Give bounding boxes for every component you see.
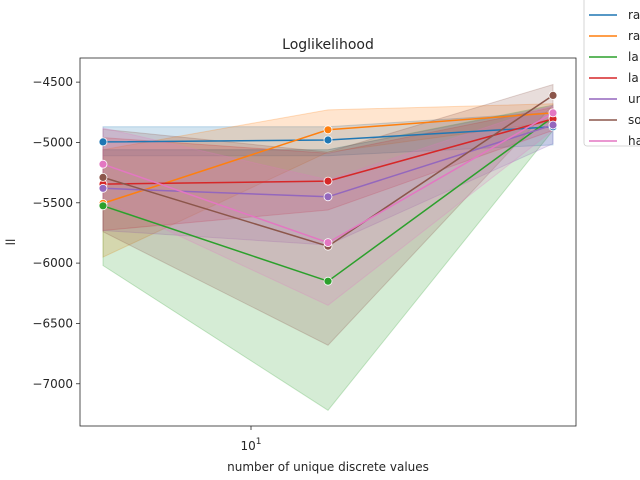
data-point-5-1 bbox=[98, 183, 108, 193]
data-point-6-3 bbox=[548, 91, 558, 100]
y-tick-label: −5500 bbox=[32, 196, 73, 210]
data-point-5-2 bbox=[323, 192, 333, 202]
y-tick-label: −4500 bbox=[32, 75, 73, 89]
y-axis-label: ll bbox=[4, 239, 18, 246]
chart-title: Loglikelihood bbox=[282, 37, 374, 53]
series-markers bbox=[98, 91, 558, 286]
data-point-3-1 bbox=[98, 201, 108, 211]
x-tick-label: 101 bbox=[240, 437, 261, 453]
legend: ra ra la la un so ha bbox=[583, 0, 640, 148]
plot-frame bbox=[79, 57, 577, 427]
data-point-1-2 bbox=[323, 135, 333, 145]
y-tick-label: −6500 bbox=[32, 316, 73, 330]
data-point-1-1 bbox=[98, 137, 108, 147]
data-point-7-2 bbox=[323, 238, 333, 248]
y-tick-label: −6000 bbox=[32, 256, 73, 270]
x-axis-ticks: 101 bbox=[240, 426, 262, 453]
data-point-7-1 bbox=[98, 159, 108, 169]
legend-label-3: la bbox=[628, 50, 639, 64]
legend-label-7: ha bbox=[628, 134, 640, 148]
legend-label-2: ra bbox=[628, 29, 640, 43]
data-point-4-2 bbox=[323, 176, 333, 186]
data-point-2-2 bbox=[323, 125, 333, 135]
data-point-7-3 bbox=[548, 108, 558, 118]
confidence-band-5 bbox=[102, 105, 554, 246]
y-tick-label: −7000 bbox=[32, 377, 73, 391]
x-axis-label: number of unique discrete values bbox=[227, 460, 429, 474]
legend-label-5: un bbox=[628, 92, 640, 106]
y-axis-ticks: −7000 −6500 −6000 −5500 −5000 −4500 bbox=[32, 75, 80, 391]
legend-label-4: la bbox=[628, 71, 639, 85]
legend-label-1: ra bbox=[628, 8, 640, 22]
y-tick-label: −5000 bbox=[32, 135, 73, 149]
legend-label-6: so bbox=[628, 113, 640, 127]
data-point-6-1 bbox=[98, 172, 108, 182]
data-point-5-3 bbox=[548, 120, 558, 130]
data-point-3-2 bbox=[323, 276, 333, 286]
